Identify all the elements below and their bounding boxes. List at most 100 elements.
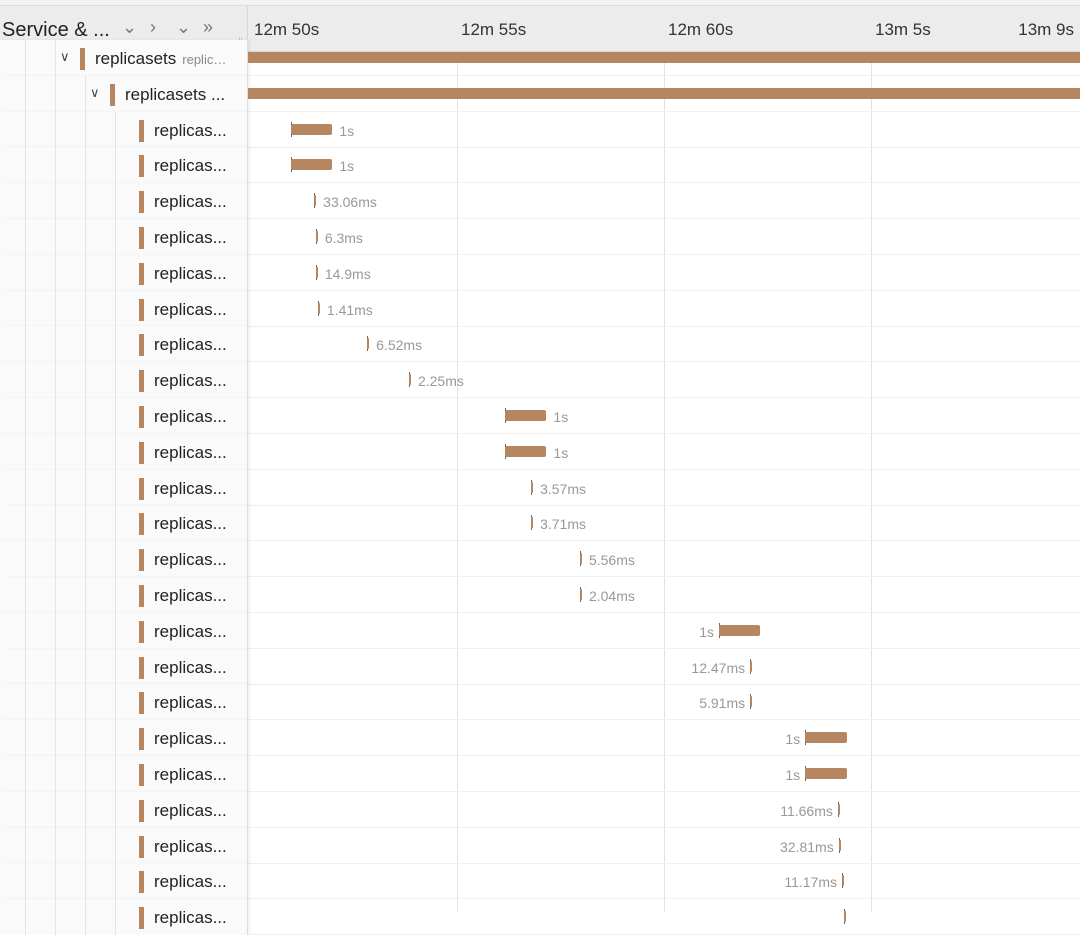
span-row[interactable]: replicas... 14.9ms — [0, 254, 1080, 291]
row-label-cell[interactable]: replicas... — [0, 612, 248, 649]
row-label-cell[interactable]: replicas... — [0, 254, 248, 291]
span-bar[interactable] — [408, 374, 411, 386]
span-duration: 1s — [553, 444, 569, 461]
span-row[interactable]: replicas... 12.47ms — [0, 648, 1080, 685]
span-row[interactable]: replicas... 6.52ms — [0, 326, 1080, 363]
span-row[interactable]: replicas... 3.71ms — [0, 505, 1080, 542]
row-label-cell[interactable]: replicas... — [0, 541, 248, 578]
span-row[interactable]: ∨ replicasets ... — [0, 75, 1080, 112]
row-label-cell[interactable]: replicas... — [0, 326, 248, 363]
span-row[interactable]: replicas... 5.56ms — [0, 541, 1080, 578]
row-label-cell[interactable]: replicas... — [0, 899, 248, 935]
span-bar[interactable] — [248, 52, 1080, 63]
span-bar[interactable] — [290, 159, 333, 171]
span-bar[interactable] — [314, 195, 317, 207]
tree-guide — [85, 577, 86, 613]
tree-guide — [115, 398, 116, 434]
span-bar[interactable] — [805, 732, 847, 744]
span-bar[interactable] — [844, 911, 847, 923]
row-label-cell[interactable]: replicas... — [0, 756, 248, 792]
span-row[interactable]: replicas... 1s — [0, 398, 1080, 434]
tree-guide — [115, 362, 116, 399]
span-bar[interactable] — [505, 410, 547, 421]
row-label-cell[interactable]: replicas... — [0, 111, 248, 148]
double-chevron-right-icon[interactable]: » — [203, 17, 214, 37]
row-label-cell[interactable]: replicas... — [0, 827, 248, 864]
service-name: replicasets — [95, 49, 177, 68]
tree-guide — [115, 254, 116, 291]
span-bar[interactable] — [248, 87, 1080, 99]
tree-guide — [25, 612, 26, 649]
row-label-cell[interactable]: replicas... — [0, 577, 248, 613]
row-label-cell[interactable]: replicas... — [0, 219, 248, 255]
span-bar[interactable] — [750, 660, 753, 672]
row-label-cell[interactable]: ∨ replicasets ... — [0, 75, 248, 112]
span-row[interactable]: replicas... 11.17ms — [0, 863, 1080, 900]
tree-guide — [25, 111, 26, 148]
span-duration: 1s — [339, 158, 355, 175]
span-bar[interactable] — [805, 768, 847, 779]
span-row[interactable]: ∨ replicasets replic… — [0, 40, 1080, 76]
row-label-cell[interactable]: replicas... — [0, 183, 248, 220]
span-row[interactable]: replicas... 1.41ms — [0, 290, 1080, 327]
span-bar[interactable] — [837, 803, 840, 815]
span-bar[interactable] — [719, 624, 761, 636]
row-label-cell[interactable]: replicas... — [0, 147, 248, 184]
span-row[interactable]: replicas... 3.57ms — [0, 469, 1080, 506]
row-label-cell[interactable]: replicas... — [0, 362, 248, 399]
span-bar[interactable] — [290, 123, 333, 135]
chevron-down-icon[interactable]: ⌄ — [122, 17, 138, 37]
span-row[interactable]: replicas... 5.91ms — [0, 684, 1080, 721]
span-bar[interactable] — [579, 589, 582, 600]
span-row[interactable]: replicas... 1s — [0, 433, 1080, 470]
span-bar[interactable] — [838, 839, 841, 851]
span-name: replicas... — [154, 550, 227, 570]
row-label-cell[interactable]: replicas... — [0, 684, 248, 721]
row-label-cell[interactable]: replicas... — [0, 863, 248, 900]
double-chevron-down-icon[interactable]: ⌄​ — [176, 17, 192, 37]
gridline — [871, 52, 872, 912]
row-label-cell[interactable]: replicas... — [0, 505, 248, 542]
span-row[interactable]: replicas... 2.25ms — [0, 362, 1080, 399]
row-label-cell[interactable]: replicas... — [0, 720, 248, 757]
row-label-cell[interactable]: replicas... — [0, 469, 248, 506]
span-row[interactable]: replicas... 1s — [0, 720, 1080, 757]
span-bar[interactable] — [579, 553, 582, 565]
span-row[interactable]: replicas... 32.81ms — [0, 827, 1080, 864]
row-label-cell[interactable]: replicas... — [0, 433, 248, 470]
span-bar[interactable] — [531, 481, 534, 493]
span-row[interactable]: replicas... 1s — [0, 612, 1080, 649]
span-row[interactable]: replicas... 2.04ms — [0, 577, 1080, 613]
chevron-right-icon[interactable]: › — [150, 17, 156, 37]
span-row[interactable]: replicas... 1s — [0, 147, 1080, 184]
row-label-cell[interactable]: replicas... — [0, 398, 248, 434]
span-bar[interactable] — [315, 231, 318, 242]
span-bar[interactable] — [505, 445, 547, 457]
span-name: replicas... — [154, 765, 227, 784]
span-bar[interactable] — [315, 266, 318, 278]
tree-guide — [85, 756, 86, 792]
span-row[interactable]: replicas... 1s — [0, 111, 1080, 148]
chevron-down-icon[interactable]: ∨ — [60, 49, 70, 64]
span-bar[interactable] — [842, 875, 845, 887]
row-label-cell[interactable]: replicas... — [0, 791, 248, 828]
span-bar[interactable] — [531, 517, 534, 529]
span-bar[interactable] — [750, 696, 753, 708]
row-label-cell[interactable]: replicas... — [0, 290, 248, 327]
span-bar[interactable] — [317, 302, 320, 314]
row-label-cell[interactable]: replicas... — [0, 648, 248, 685]
span-name: replicas... — [154, 335, 227, 355]
tree-guide — [115, 219, 116, 255]
span-row[interactable]: replicas... 6.3ms — [0, 219, 1080, 255]
span-bar[interactable] — [367, 338, 370, 350]
span-row[interactable]: replicas... — [0, 899, 1080, 935]
tree-guide — [55, 756, 56, 792]
chevron-down-icon[interactable]: ∨ — [90, 84, 100, 100]
span-row[interactable]: replicas... 33.06ms — [0, 183, 1080, 220]
tree-guide — [115, 433, 116, 470]
span-name: replicasets ... — [125, 85, 225, 105]
tree-guide — [25, 720, 26, 757]
span-row[interactable]: replicas... 1s — [0, 756, 1080, 792]
span-row[interactable]: replicas... 11.66ms — [0, 791, 1080, 828]
row-label-cell[interactable]: ∨ replicasets replic… — [0, 40, 248, 76]
